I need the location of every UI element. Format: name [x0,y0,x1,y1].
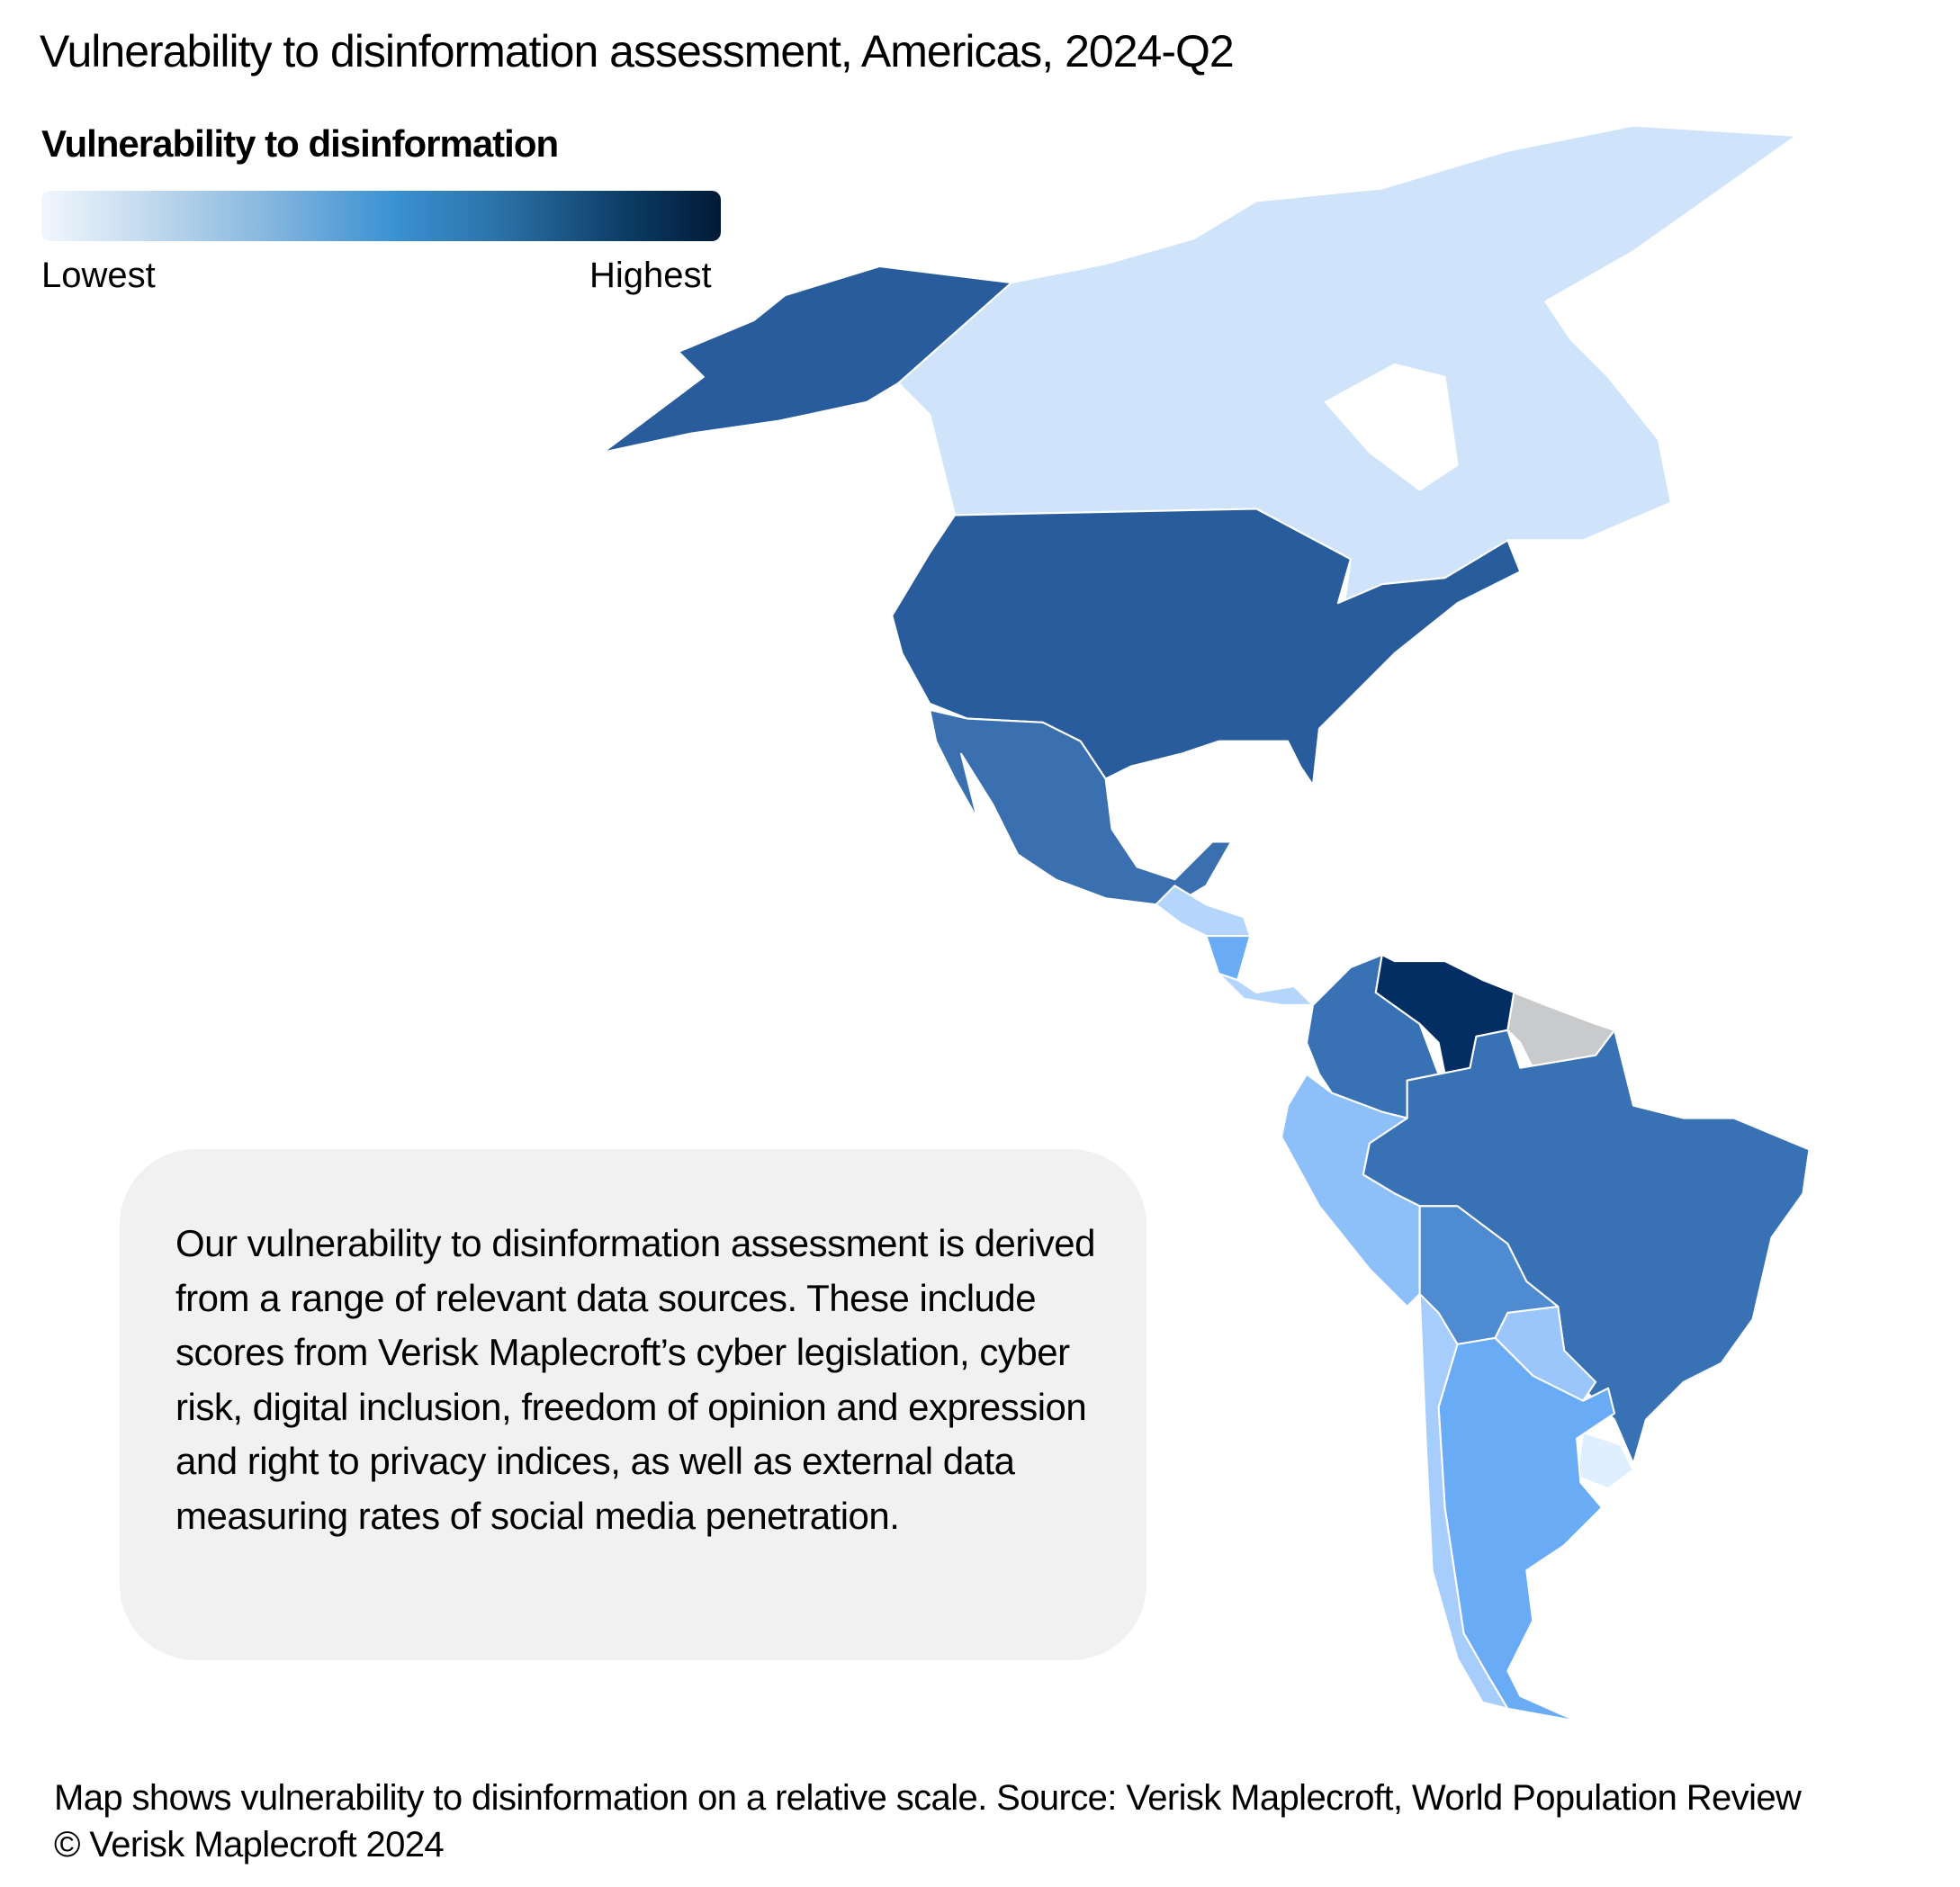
hudson-bay [1324,363,1459,491]
legend-high-label: Highest [589,256,712,295]
legend-title: Vulnerability to disinformation [41,122,559,165]
map-title: Vulnerability to disinformation assessme… [40,26,1235,76]
region-nicaragua [1205,935,1252,982]
info-text: Our vulnerability to disinformation asse… [175,1222,1095,1537]
region-costa-rica-panama [1218,972,1315,1006]
info-box: Our vulnerability to disinformation asse… [120,1149,1146,1660]
region-usa [891,508,1522,786]
legend-color-scale [41,191,721,241]
footer: Map shows vulnerability to disinformatio… [54,1775,1802,1868]
copyright: © Verisk Maplecroft 2024 [54,1825,445,1865]
legend-low-label: Lowest [41,256,156,295]
region-guatemala-honduras [1155,885,1252,938]
region-chile [1418,1292,1509,1710]
source-note: Map shows vulnerability to disinformatio… [54,1778,1802,1818]
region-alaska [602,265,1012,454]
